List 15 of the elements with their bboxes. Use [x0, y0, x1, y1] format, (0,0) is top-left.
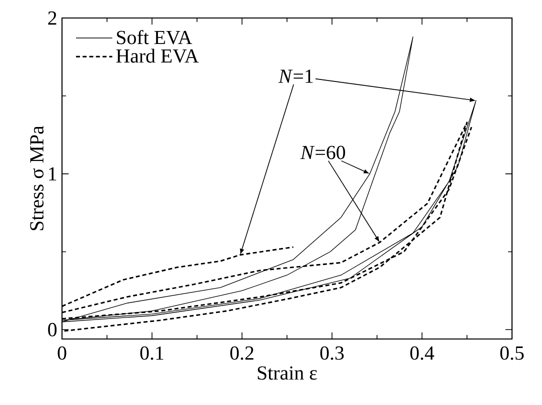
x-tick-label: 0.2	[230, 346, 254, 360]
legend-label: Soft EVA	[116, 30, 192, 44]
annotation: N=1	[278, 70, 313, 83]
y-tick-label: 0	[48, 322, 57, 336]
x-axis-title: Strain ε	[258, 366, 317, 380]
legend-label: Hard EVA	[116, 48, 199, 63]
y-tick-label: 2	[48, 11, 56, 25]
y-tick-label: 1	[49, 167, 56, 180]
x-tick-label: 0.3	[320, 346, 344, 360]
x-tick-label: 0.1	[140, 346, 164, 360]
y-axis-title: Stress σ MPa	[30, 126, 44, 230]
annotation: N=60	[300, 146, 346, 160]
x-tick-label: 0.4	[410, 346, 434, 360]
x-tick-label: 0	[58, 346, 66, 360]
x-tick-label: 0.5	[500, 346, 524, 360]
